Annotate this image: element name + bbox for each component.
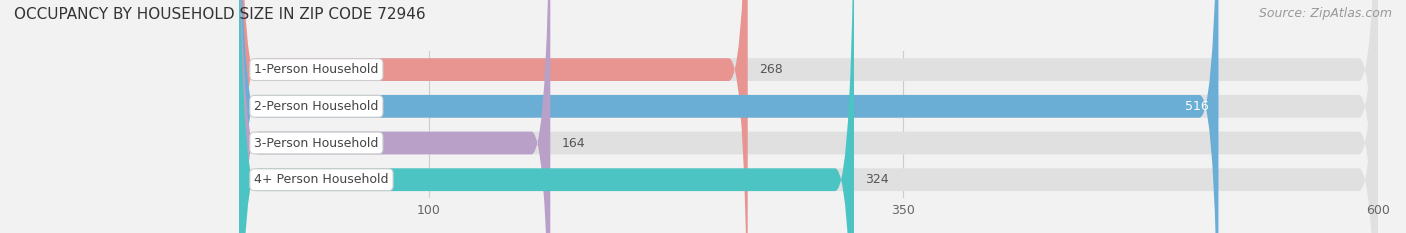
- Text: Source: ZipAtlas.com: Source: ZipAtlas.com: [1258, 7, 1392, 20]
- FancyBboxPatch shape: [239, 0, 853, 233]
- Text: 516: 516: [1185, 100, 1209, 113]
- FancyBboxPatch shape: [239, 0, 748, 233]
- FancyBboxPatch shape: [239, 0, 550, 233]
- Text: 4+ Person Household: 4+ Person Household: [254, 173, 388, 186]
- Text: 1-Person Household: 1-Person Household: [254, 63, 378, 76]
- Text: 3-Person Household: 3-Person Household: [254, 137, 378, 150]
- FancyBboxPatch shape: [239, 0, 1378, 233]
- FancyBboxPatch shape: [239, 0, 1378, 233]
- Text: 164: 164: [562, 137, 585, 150]
- Text: 2-Person Household: 2-Person Household: [254, 100, 378, 113]
- FancyBboxPatch shape: [239, 0, 1378, 233]
- FancyBboxPatch shape: [239, 0, 1219, 233]
- Text: 324: 324: [865, 173, 889, 186]
- FancyBboxPatch shape: [239, 0, 1378, 233]
- Text: OCCUPANCY BY HOUSEHOLD SIZE IN ZIP CODE 72946: OCCUPANCY BY HOUSEHOLD SIZE IN ZIP CODE …: [14, 7, 426, 22]
- Text: 268: 268: [759, 63, 783, 76]
